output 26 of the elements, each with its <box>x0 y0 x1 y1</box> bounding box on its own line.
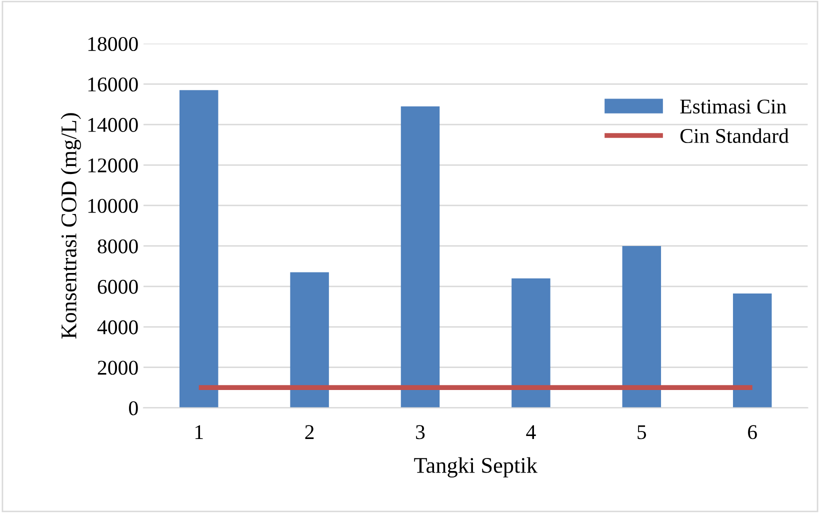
y-tick-label: 14000 <box>88 118 138 132</box>
y-tick-label: 2000 <box>98 360 138 375</box>
y-tick-label: 0 <box>129 401 138 416</box>
x-tick-label: 3 <box>416 425 425 440</box>
x-tick-label: 6 <box>748 425 757 440</box>
x-axis-title: Tangki Septik <box>414 457 538 478</box>
x-tick-label: 2 <box>305 425 314 439</box>
x-tick-label: 4 <box>526 425 536 439</box>
y-tick-label: 10000 <box>88 198 138 213</box>
y-tick-label: 12000 <box>88 158 138 172</box>
y-tick-label: 4000 <box>97 320 138 334</box>
bar <box>512 278 550 408</box>
y-axis-title: Konsentrasi COD (mg/L) <box>60 113 81 339</box>
y-tick-label: 18000 <box>88 36 138 52</box>
bar <box>400 106 440 408</box>
y-tick-label: 8000 <box>98 239 138 254</box>
y-tick-label: 16000 <box>88 77 138 92</box>
x-tick-label: 5 <box>638 425 646 440</box>
bar <box>290 272 329 408</box>
bar <box>732 294 772 408</box>
bar <box>179 90 218 408</box>
y-tick-label: 6000 <box>98 280 138 294</box>
legend-label: Estimasi Cin <box>680 100 786 114</box>
bar <box>622 246 662 408</box>
legend-label: Cin Standard <box>680 128 789 144</box>
x-tick-label: 1 <box>195 425 203 439</box>
